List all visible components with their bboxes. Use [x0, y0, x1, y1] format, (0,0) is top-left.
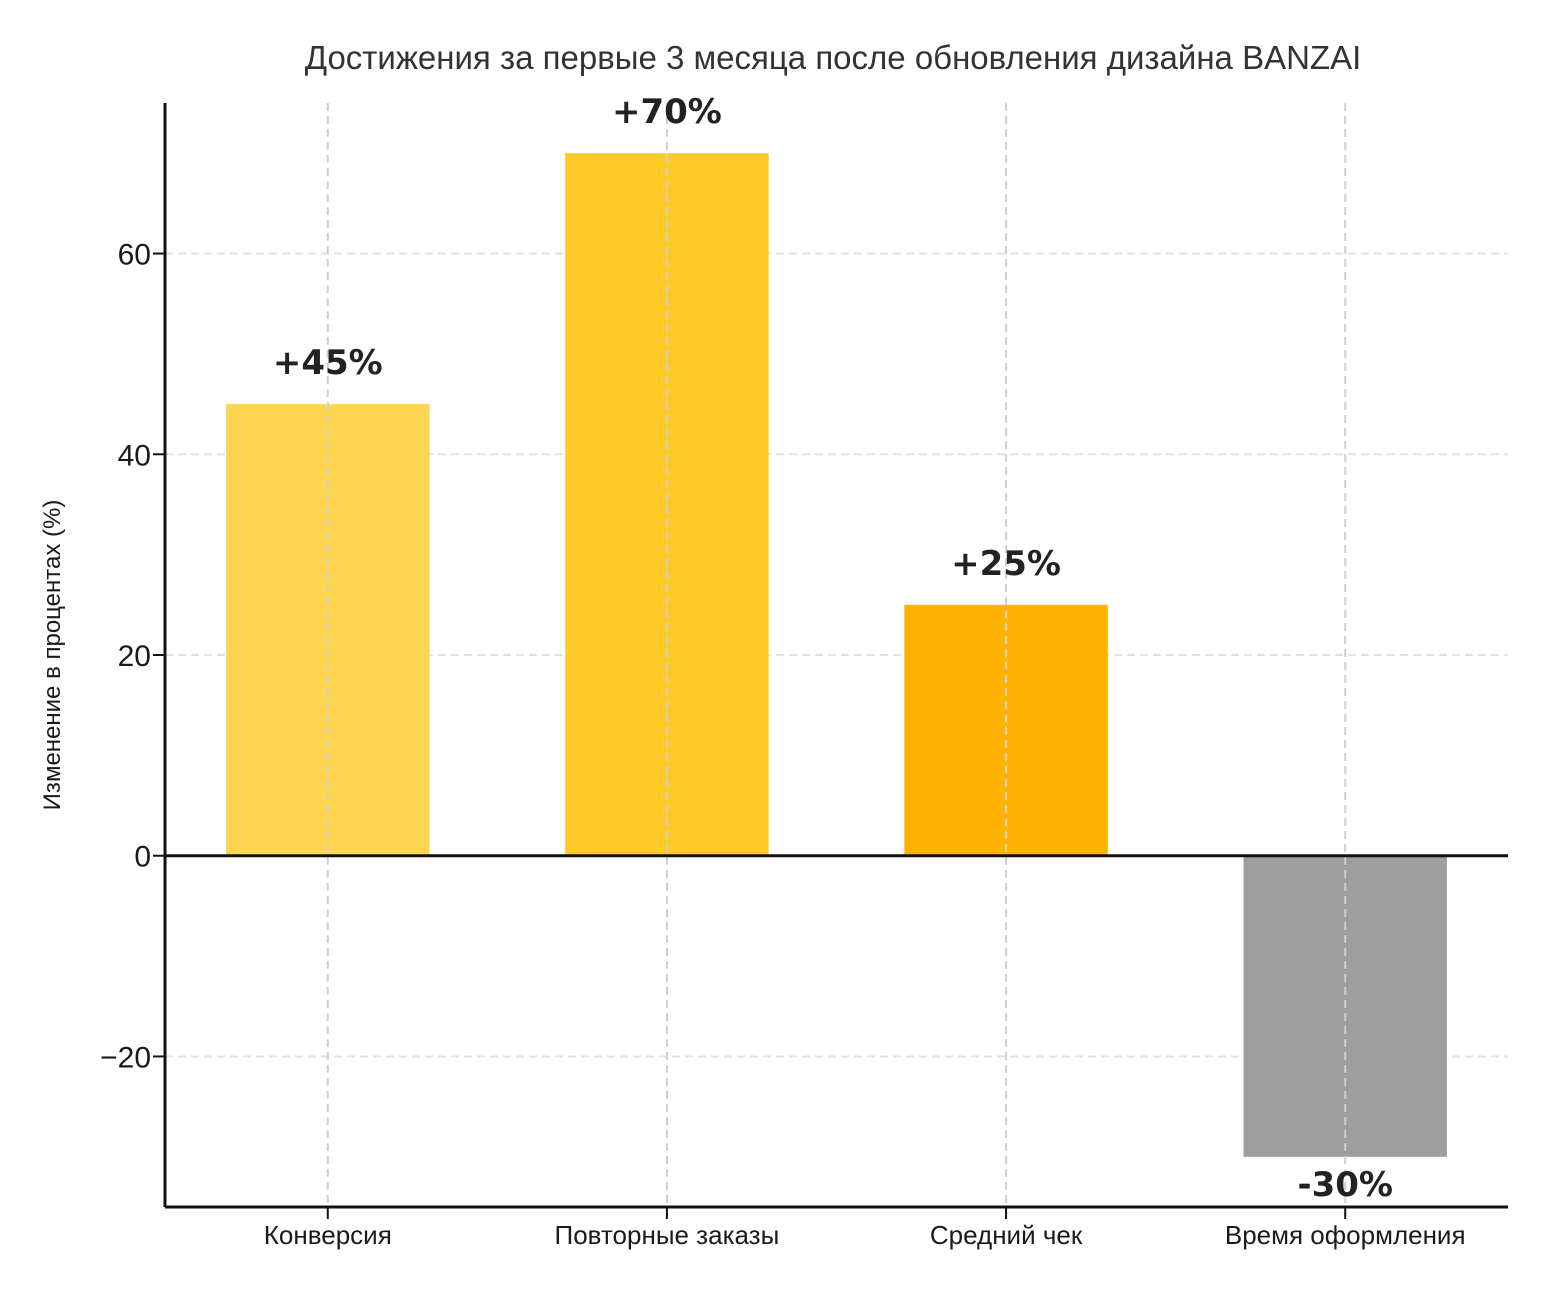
- data-labels: Конверсия Повторные заказы Средний чек Врем…: [264, 92, 1466, 1250]
- bar: [565, 153, 769, 856]
- x-tick-label: Время оформления: [1225, 1220, 1466, 1250]
- data-label: +70%: [612, 92, 722, 132]
- x-tick-label: Конверсия: [264, 1220, 392, 1250]
- data-label: -30%: [1297, 1165, 1393, 1205]
- y-tick-label: 20: [118, 640, 151, 673]
- y-tick-label: −20: [100, 1041, 151, 1074]
- x-tick-label: Повторные заказы: [555, 1220, 780, 1250]
- y-axis-label: Изменение в процентах (%): [39, 500, 66, 811]
- chart-title: Достижения за первые 3 месяца после обно…: [305, 39, 1362, 76]
- data-label: +45%: [273, 343, 383, 383]
- vertical-grid: [326, 103, 1347, 1207]
- x-tick-label: Средний чек: [930, 1220, 1083, 1250]
- axes: −20 0 20 40 60: [100, 103, 1508, 1219]
- y-tick-label: 0: [134, 841, 151, 874]
- data-label: +25%: [951, 544, 1061, 584]
- y-tick-label: 40: [118, 439, 151, 472]
- y-tick-label: 60: [118, 239, 151, 272]
